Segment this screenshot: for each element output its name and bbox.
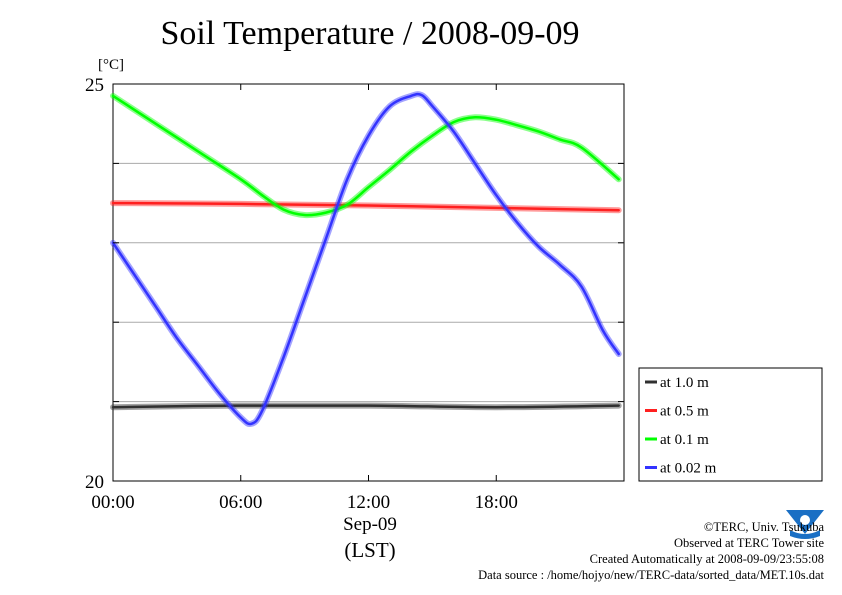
x-tick-label: 18:00: [475, 492, 518, 513]
plot-area: [110, 83, 625, 482]
footer-credit: ©TERC, Univ. Tsukuba: [703, 520, 824, 534]
series-group: [110, 91, 622, 428]
x-tick-label: 00:00: [91, 492, 134, 513]
legend-label: at 1.0 m: [660, 375, 709, 391]
legend: at 1.0 m at 0.5 m at 0.1 m at 0.02 m: [638, 367, 823, 482]
terc-logo-icon: [784, 504, 826, 542]
series-line-3: [111, 92, 620, 426]
series-band-2: [110, 92, 622, 219]
series-line-2: [111, 94, 620, 217]
x-axis-label: (LST): [344, 538, 396, 562]
series-line-1: [111, 201, 620, 212]
legend-label: at 0.1 m: [660, 432, 709, 448]
footer-created: Created Automatically at 2008-09-09/23:5…: [589, 552, 824, 566]
footer-site: Observed at TERC Tower site: [673, 536, 824, 550]
y-axis-label: [°C]: [98, 57, 124, 73]
x-date-label: Sep-09: [343, 514, 397, 535]
legend-label: at 0.5 m: [660, 404, 709, 420]
grid-lines: [113, 162, 624, 403]
y-tick-label: 20: [85, 472, 104, 493]
chart-title: Soil Temperature / 2008-09-09: [160, 15, 580, 52]
x-tick-label: 12:00: [347, 492, 390, 513]
y-tick-label: 25: [85, 75, 104, 96]
legend-label: at 0.02 m: [660, 461, 717, 477]
legend-box: [638, 367, 823, 482]
x-tick-label: 06:00: [219, 492, 262, 513]
footer-source: Data source : /home/hojyo/new/TERC-data/…: [478, 568, 824, 582]
series-line-0: [111, 404, 620, 409]
chart-footer: ©TERC, Univ. Tsukuba Observed at TERC To…: [264, 519, 824, 583]
axes: 00:00 06:00 12:00 18:00 20 25: [85, 75, 624, 513]
